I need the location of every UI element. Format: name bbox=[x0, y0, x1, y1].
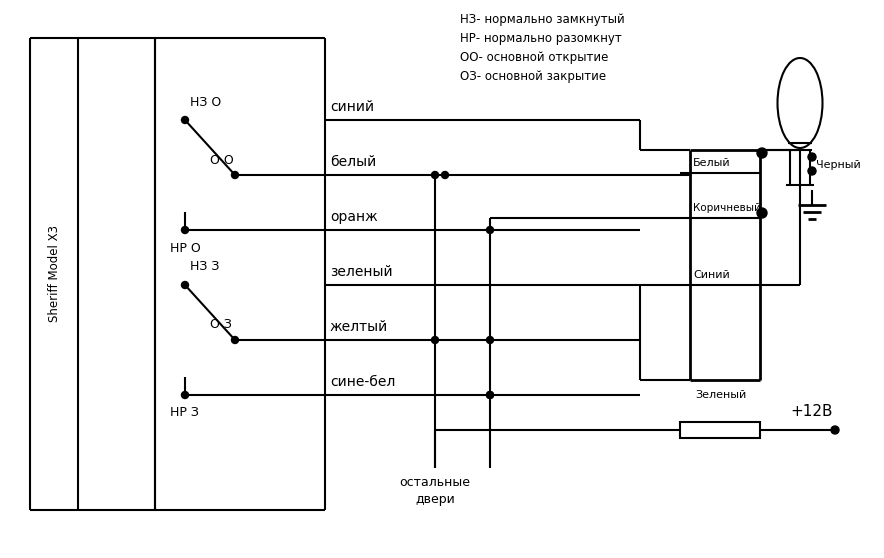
Circle shape bbox=[757, 148, 767, 158]
Text: синий: синий bbox=[330, 100, 374, 114]
Text: Коричневый: Коричневый bbox=[693, 203, 761, 213]
Circle shape bbox=[441, 171, 448, 179]
Circle shape bbox=[831, 426, 839, 434]
Circle shape bbox=[232, 336, 239, 344]
Circle shape bbox=[808, 167, 816, 175]
Text: О З: О З bbox=[210, 319, 232, 331]
Circle shape bbox=[181, 392, 188, 398]
Text: Белый: Белый bbox=[693, 158, 730, 168]
Text: НЗ О: НЗ О bbox=[190, 95, 221, 108]
Circle shape bbox=[757, 208, 767, 218]
Text: белый: белый bbox=[330, 155, 377, 169]
Text: +12В: +12В bbox=[790, 405, 833, 420]
Circle shape bbox=[486, 392, 493, 398]
Text: остальные: остальные bbox=[400, 477, 470, 489]
Text: НР О: НР О bbox=[170, 242, 201, 254]
Circle shape bbox=[431, 171, 438, 179]
Text: сине-бел: сине-бел bbox=[330, 375, 395, 389]
Circle shape bbox=[181, 117, 188, 123]
Circle shape bbox=[181, 227, 188, 233]
Circle shape bbox=[486, 392, 493, 398]
Circle shape bbox=[181, 281, 188, 288]
Circle shape bbox=[486, 336, 493, 344]
Text: О О: О О bbox=[210, 153, 233, 166]
Text: НЗ- нормально замкнутый
НР- нормально разомкнут
ОО- основной открытие
ОЗ- основн: НЗ- нормально замкнутый НР- нормально ра… bbox=[460, 13, 625, 83]
Circle shape bbox=[486, 227, 493, 233]
Text: желтый: желтый bbox=[330, 320, 388, 334]
Text: оранж: оранж bbox=[330, 210, 377, 224]
Text: Синий: Синий bbox=[693, 270, 730, 280]
Text: зеленый: зеленый bbox=[330, 265, 392, 279]
Text: Зеленый: Зеленый bbox=[695, 390, 746, 400]
Circle shape bbox=[431, 336, 438, 344]
Circle shape bbox=[808, 153, 816, 161]
Text: НР З: НР З bbox=[170, 406, 199, 420]
Text: Черный: Черный bbox=[816, 160, 861, 170]
Text: НЗ З: НЗ З bbox=[190, 261, 219, 273]
Text: двери: двери bbox=[415, 493, 455, 507]
Text: Sheriff Model X3: Sheriff Model X3 bbox=[48, 225, 60, 323]
Circle shape bbox=[232, 171, 239, 179]
